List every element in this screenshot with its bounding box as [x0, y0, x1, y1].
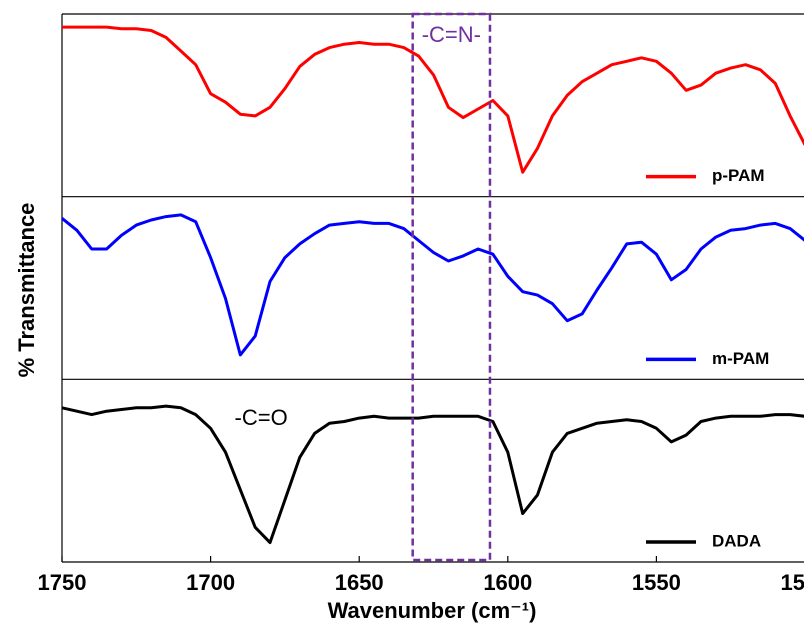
x-tick-label: 1650: [335, 570, 384, 595]
y-axis-title: % Transmittance: [14, 203, 39, 378]
x-tick-label: 1750: [38, 570, 87, 595]
x-axis-title: Wavenumber (cm⁻¹): [328, 598, 537, 623]
x-tick-label: 1600: [483, 570, 532, 595]
x-tick-label: 1700: [186, 570, 235, 595]
x-tick-label: 1500: [781, 570, 804, 595]
legend-label: DADA: [712, 531, 761, 550]
annotation-label: -C=O: [235, 405, 288, 430]
legend-label: p-PAM: [712, 166, 765, 185]
legend-label: m-PAM: [712, 349, 769, 368]
x-tick-label: 1550: [632, 570, 681, 595]
spectrum-line: [61, 404, 804, 545]
annotation-label: -C=N-: [422, 22, 481, 47]
annotation-box: [411, 12, 492, 562]
spectrum-line: [62, 25, 804, 174]
spectrum-line: [61, 213, 804, 357]
